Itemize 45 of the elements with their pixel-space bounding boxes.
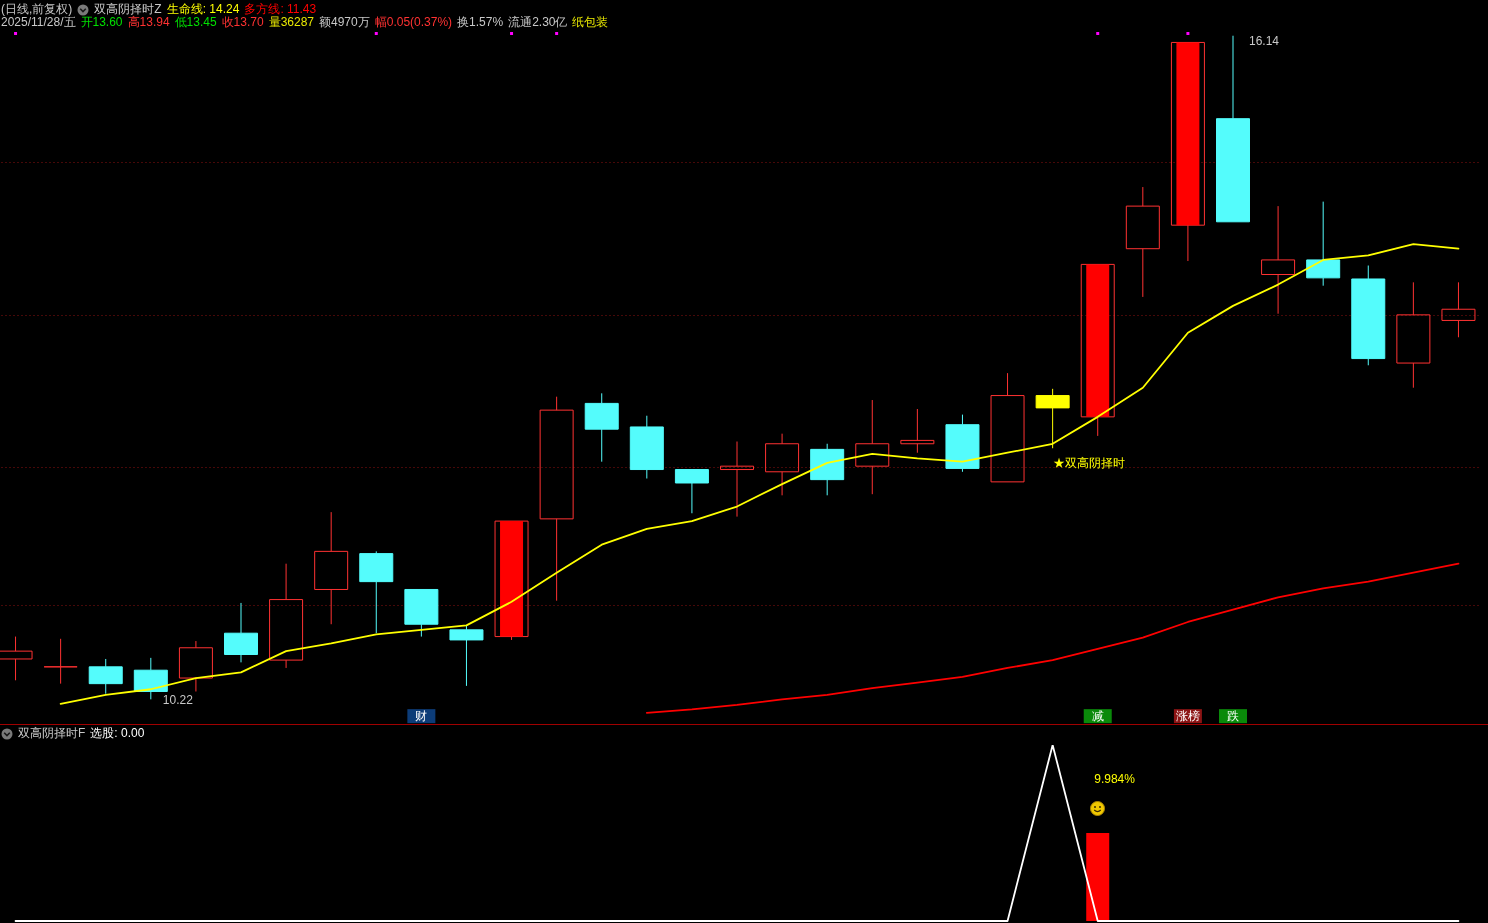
text: 幅0.05(0.37%) [374, 15, 453, 29]
text: 纸包装 [572, 15, 609, 29]
text: 生命线: 14.24 [166, 2, 240, 16]
text: 低13.45 [174, 15, 217, 29]
candlestick [43, 638, 78, 685]
candlestick [855, 399, 890, 495]
chart-subtitle: 双高阴择时Z [94, 2, 162, 16]
text: 2025/11/28/五 [1, 15, 76, 29]
candlestick [224, 602, 258, 663]
candlestick [1080, 263, 1115, 437]
text: 收13.70 [221, 15, 264, 29]
candlestick [674, 469, 709, 514]
candlestick [990, 372, 1025, 483]
text: 开13.60 [80, 15, 123, 29]
candlestick [584, 392, 619, 463]
candlestick [900, 408, 935, 454]
candlestick [178, 640, 213, 692]
text: 流通2.30亿 [508, 15, 568, 29]
text: 高13.94 [127, 15, 170, 29]
text: 量36287 [268, 15, 315, 29]
text: 选股: 0.00 [90, 726, 145, 740]
candlestick [629, 415, 664, 480]
text: ★双高阴择时 [1052, 456, 1125, 471]
candlestick [720, 441, 754, 518]
chart-title: 双高阴择时F [18, 726, 86, 740]
candlestick [1125, 186, 1160, 298]
text: 额4970万 [319, 15, 370, 29]
candlestick [1170, 41, 1205, 262]
text: 16.14 [1249, 33, 1280, 48]
candlestick [1441, 281, 1476, 338]
text: 换1.57% [457, 15, 504, 29]
candlestick [1261, 205, 1296, 315]
text: 10.22 [162, 693, 193, 708]
chart-title: (日线,前复权) [1, 2, 73, 16]
candlestick [1216, 35, 1250, 223]
candlestick [945, 414, 980, 473]
candlestick [314, 511, 349, 625]
candlestick [765, 433, 800, 496]
candlestick [359, 550, 394, 634]
candlestick [539, 396, 574, 602]
annotation: 9.984% [1094, 772, 1136, 786]
text: 多方线: 11.43 [244, 2, 317, 16]
candlestick [269, 563, 304, 669]
candlestick [1396, 281, 1431, 389]
candlestick [494, 520, 529, 641]
